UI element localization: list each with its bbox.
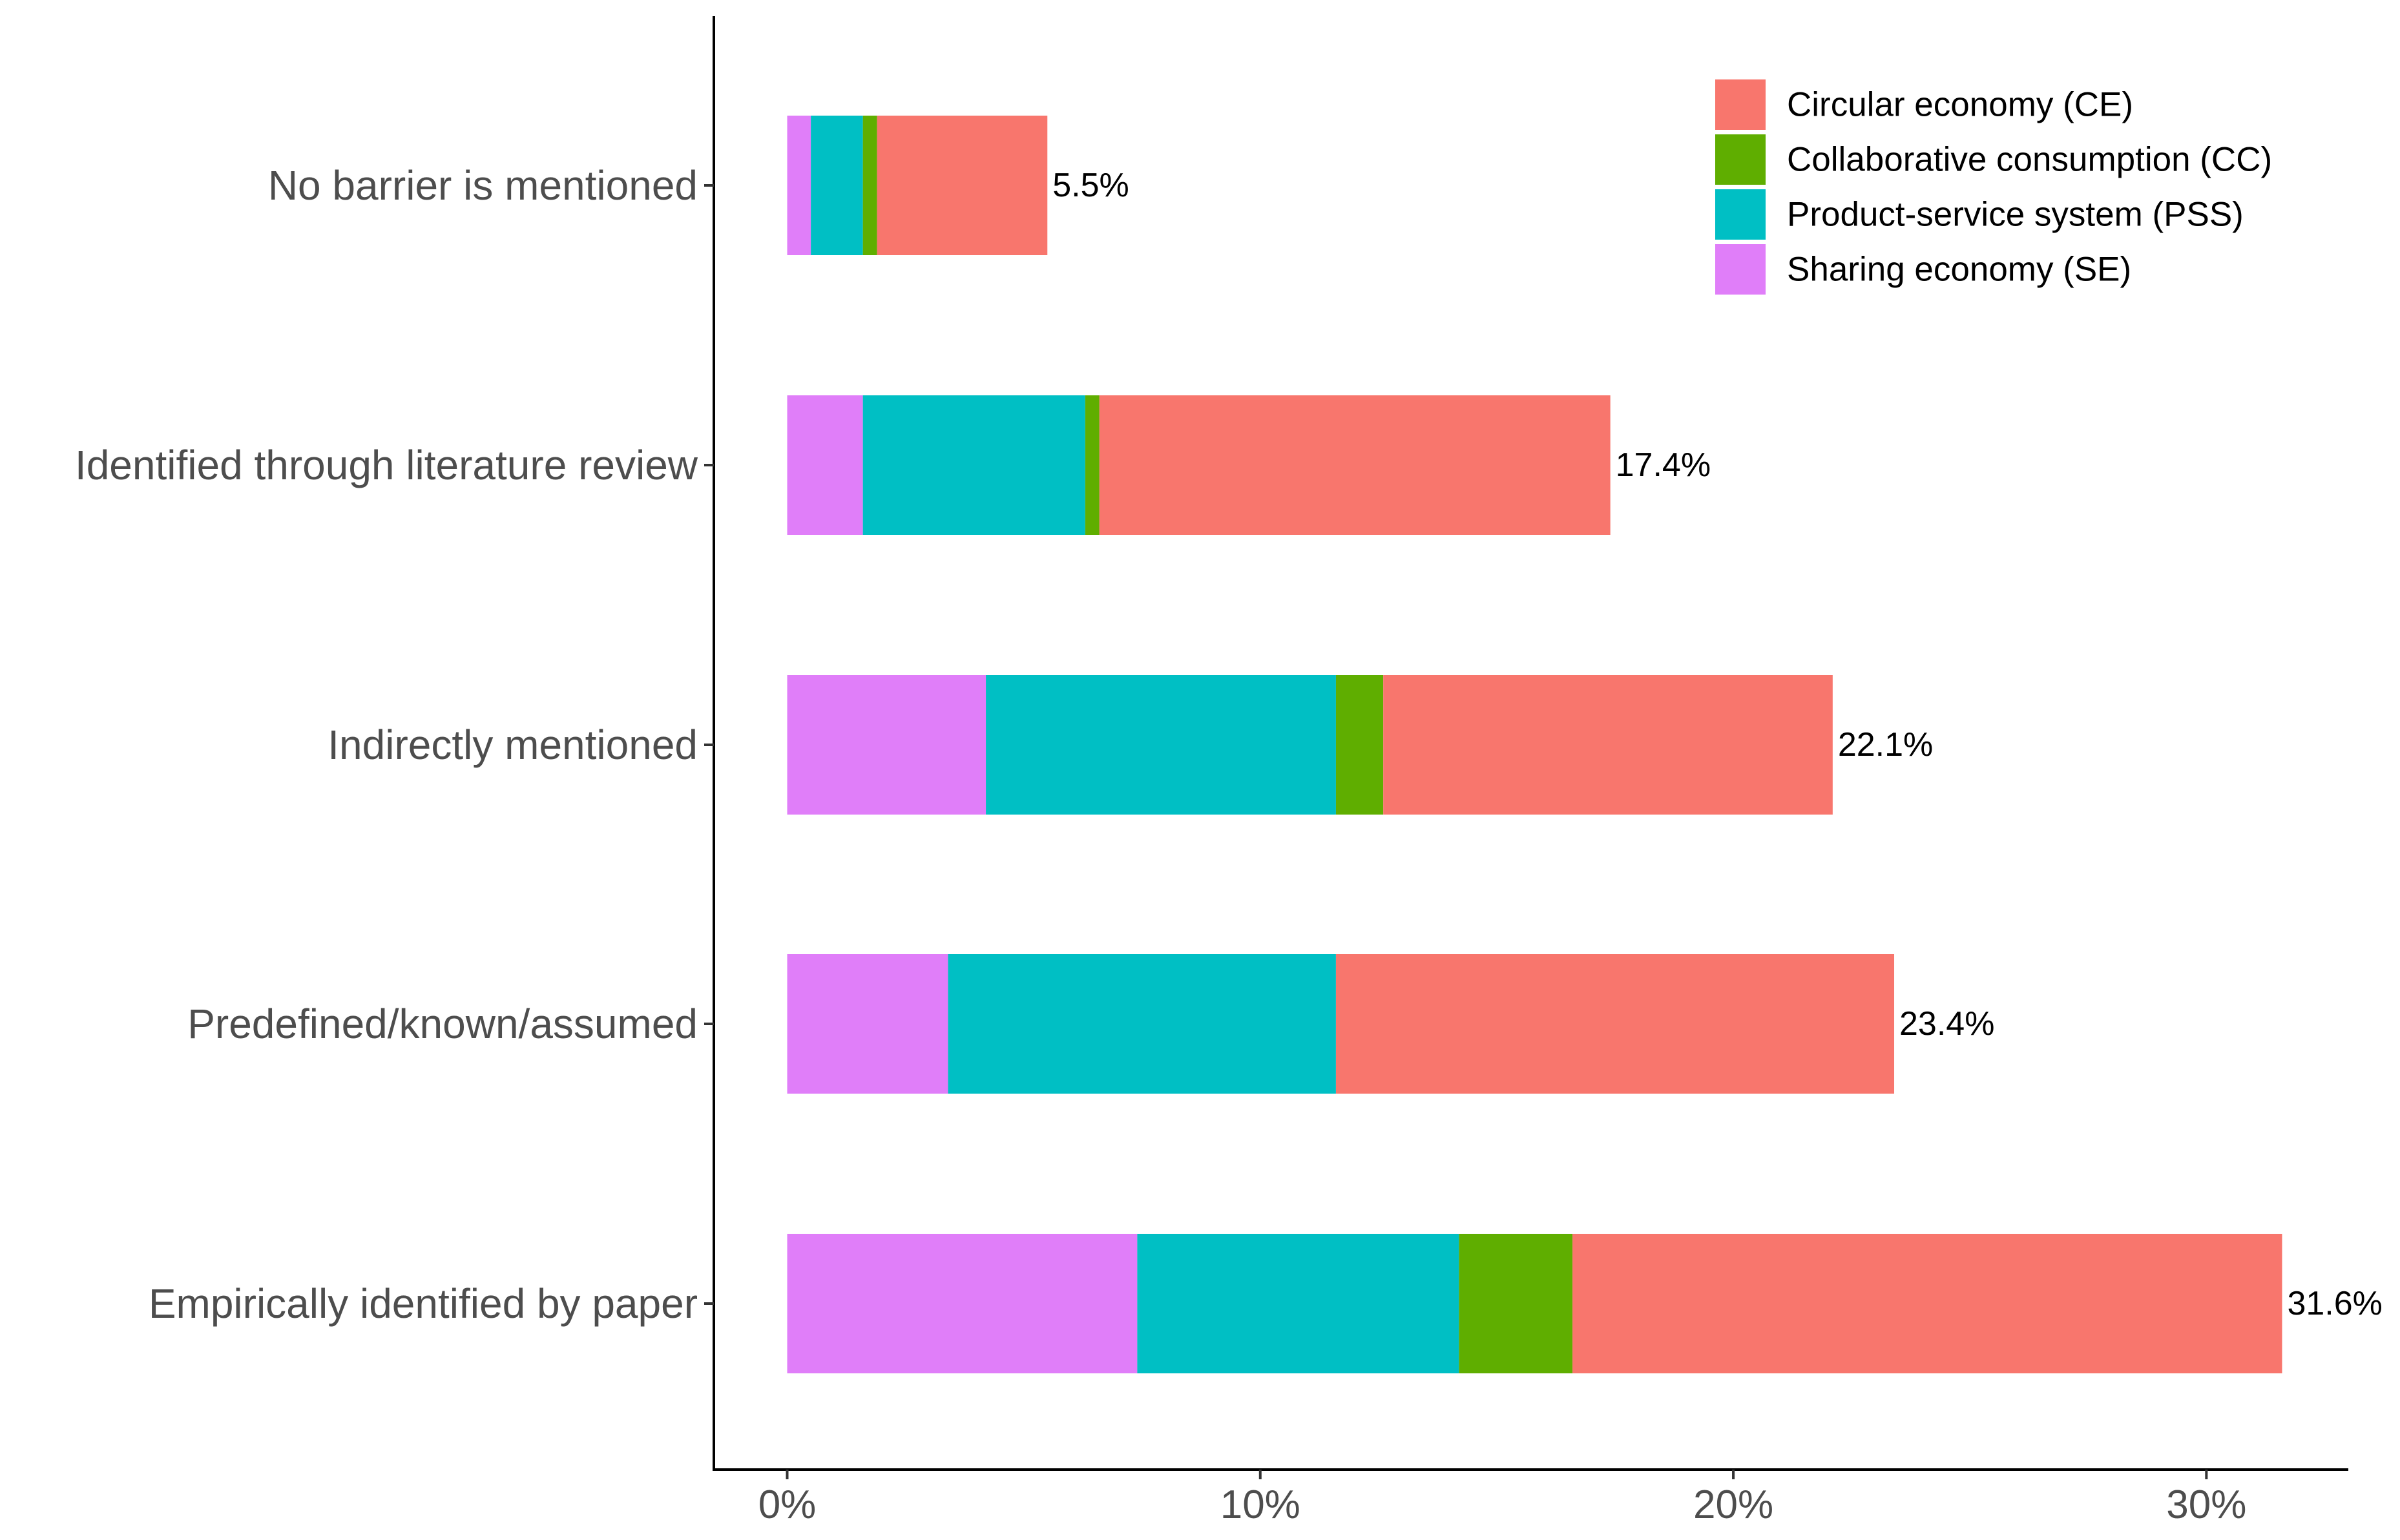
bars-layer bbox=[787, 116, 2282, 1373]
category-label: Predefined/known/assumed bbox=[187, 1001, 698, 1047]
bar-sharing-economy-se-indirectly-mentioned bbox=[787, 675, 986, 815]
legend-label: Product-service system (PSS) bbox=[1787, 196, 2244, 234]
category-label: Indirectly mentioned bbox=[328, 722, 698, 768]
bar-product-service-system-pss-empirically-identified-by-paper bbox=[1137, 1234, 1459, 1373]
x-tick-label: 0% bbox=[758, 1483, 817, 1527]
total-labels: 5.5% 17.4% 22.1% 23.4% 31.6% bbox=[1052, 167, 2383, 1322]
x-tick-label: 20% bbox=[1693, 1483, 1773, 1527]
legend-label: Circular economy (CE) bbox=[1787, 86, 2133, 124]
bar-circular-economy-ce-predefined-known-assumed bbox=[1335, 954, 1895, 1094]
bar-product-service-system-pss-no-barrier-is-mentioned bbox=[811, 116, 863, 255]
bar-product-service-system-pss-indirectly-mentioned bbox=[986, 675, 1336, 815]
total-label: 5.5% bbox=[1052, 167, 1129, 204]
bar-collaborative-consumption-cc-identified-through-literature-review bbox=[1085, 395, 1100, 535]
legend-swatch-sharing-economy-se bbox=[1715, 244, 1766, 295]
bar-circular-economy-ce-empirically-identified-by-paper bbox=[1572, 1234, 2282, 1373]
x-tick-label: 10% bbox=[1220, 1483, 1300, 1527]
bar-sharing-economy-se-empirically-identified-by-paper bbox=[787, 1234, 1138, 1373]
bar-collaborative-consumption-cc-indirectly-mentioned bbox=[1335, 675, 1384, 815]
bar-collaborative-consumption-cc-empirically-identified-by-paper bbox=[1459, 1234, 1573, 1373]
bar-sharing-economy-se-predefined-known-assumed bbox=[787, 954, 948, 1094]
category-labels: No barrier is mentioned Identified throug… bbox=[75, 162, 698, 1327]
legend-swatch-collaborative-consumption-cc bbox=[1715, 134, 1766, 185]
legend: Circular economy (CE) Collaborative consu… bbox=[1715, 79, 2272, 295]
legend-label: Collaborative consumption (CC) bbox=[1787, 141, 2272, 179]
total-label: 31.6% bbox=[2287, 1285, 2382, 1322]
x-ticks: 0% 10% 20% 30% bbox=[758, 1470, 2246, 1527]
x-tick-label: 30% bbox=[2166, 1483, 2246, 1527]
category-label: Empirically identified by paper bbox=[149, 1280, 698, 1327]
bar-collaborative-consumption-cc-no-barrier-is-mentioned bbox=[862, 116, 877, 255]
legend-swatch-product-service-system-pss bbox=[1715, 189, 1766, 240]
legend-swatch-circular-economy-ce bbox=[1715, 79, 1766, 130]
category-label: No barrier is mentioned bbox=[268, 162, 698, 209]
bar-circular-economy-ce-identified-through-literature-review bbox=[1099, 395, 1611, 535]
category-label: Identified through literature review bbox=[75, 442, 698, 488]
y-tick-marks bbox=[704, 184, 714, 1305]
legend-label: Sharing economy (SE) bbox=[1787, 251, 2131, 289]
bar-sharing-economy-se-identified-through-literature-review bbox=[787, 395, 863, 535]
total-label: 22.1% bbox=[1838, 726, 1933, 764]
bar-product-service-system-pss-predefined-known-assumed bbox=[948, 954, 1336, 1094]
bar-circular-economy-ce-no-barrier-is-mentioned bbox=[877, 116, 1048, 255]
bar-product-service-system-pss-identified-through-literature-review bbox=[862, 395, 1085, 535]
bar-circular-economy-ce-indirectly-mentioned bbox=[1383, 675, 1833, 815]
total-label: 17.4% bbox=[1616, 446, 1711, 484]
total-label: 23.4% bbox=[1899, 1005, 1994, 1043]
bar-sharing-economy-se-no-barrier-is-mentioned bbox=[787, 116, 811, 255]
